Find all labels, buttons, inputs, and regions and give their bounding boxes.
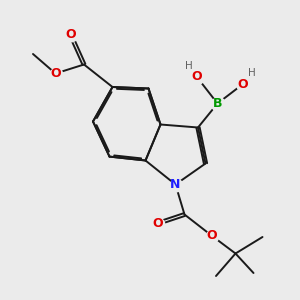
Text: O: O	[191, 70, 202, 83]
Text: H: H	[248, 68, 256, 79]
Text: O: O	[206, 229, 217, 242]
Text: O: O	[65, 28, 76, 41]
Text: O: O	[238, 77, 248, 91]
Text: O: O	[152, 217, 163, 230]
Text: N: N	[170, 178, 181, 191]
Text: O: O	[50, 67, 61, 80]
Text: B: B	[213, 97, 222, 110]
Text: H: H	[185, 61, 193, 71]
